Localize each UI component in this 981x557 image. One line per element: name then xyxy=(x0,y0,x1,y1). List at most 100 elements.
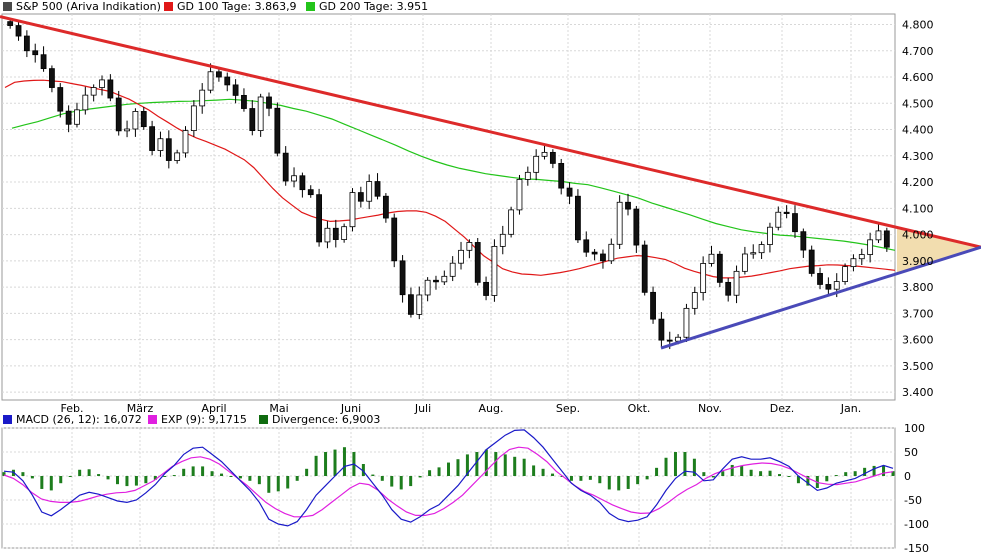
price-grid xyxy=(2,14,895,400)
candle-down xyxy=(391,217,398,262)
candle-up xyxy=(124,128,130,132)
legend-top: S&P 500 (Ariva Indikation) GD 100 Tage: … xyxy=(3,0,428,13)
divergence-bar xyxy=(645,476,649,480)
divergence-bar xyxy=(617,476,621,491)
price-tick-label: 4.800 xyxy=(902,19,934,32)
candle-up xyxy=(741,253,748,272)
x-tick-label: Juni xyxy=(340,402,361,415)
price-tick-label: 4.200 xyxy=(902,176,934,189)
legend-text-ma200: GD 200 Tage: 3.951 xyxy=(319,0,428,13)
divergence-bar xyxy=(314,455,318,476)
candle-down xyxy=(307,189,314,196)
price-tick-label: 4.000 xyxy=(902,229,934,242)
price-tick-label: 4.600 xyxy=(902,71,934,84)
ma200-layer xyxy=(11,98,896,251)
candle-down xyxy=(716,253,723,283)
candle-down xyxy=(332,227,339,240)
legend-text-divergence: Divergence: 6,9003 xyxy=(272,413,380,426)
macd-tick-label: -100 xyxy=(904,518,929,531)
divergence-bar xyxy=(191,466,195,476)
divergence-bar xyxy=(778,474,782,476)
legend-swatch-ma100 xyxy=(164,2,173,11)
candle-up xyxy=(449,262,456,277)
x-tick-label: April xyxy=(201,402,226,415)
candle-down xyxy=(408,294,414,315)
candle-down xyxy=(825,284,832,290)
x-tick-label: Okt. xyxy=(628,402,651,415)
candle-down xyxy=(357,192,364,202)
candle-down xyxy=(575,195,581,241)
candle-down xyxy=(316,194,322,243)
candle-up xyxy=(842,266,848,282)
divergence-bar xyxy=(172,475,176,477)
divergence-bar xyxy=(825,476,829,482)
divergence-bar xyxy=(740,465,744,476)
candle-down xyxy=(583,239,590,253)
candle-down xyxy=(7,21,14,26)
divergence-bar xyxy=(361,464,365,476)
price-panel xyxy=(1,13,896,401)
macd-tick-label: 0 xyxy=(904,470,911,483)
divergence-bar xyxy=(286,476,290,489)
x-tick-label: Mai xyxy=(269,402,288,415)
candle-down xyxy=(399,260,406,296)
candle-up xyxy=(608,243,615,262)
candle-up xyxy=(74,109,80,125)
support-line xyxy=(660,245,981,350)
divergence-bar xyxy=(380,476,384,481)
legend-swatch-exp xyxy=(148,415,157,424)
ma100-layer xyxy=(4,79,896,279)
x-tick-label: Juli xyxy=(414,402,431,415)
price-tick-label: 3.400 xyxy=(902,386,934,399)
divergence-bar xyxy=(144,476,148,484)
divergence-bar xyxy=(626,476,630,489)
divergence-bar xyxy=(787,476,791,477)
legend-swatch-macd xyxy=(3,415,12,424)
candle-up xyxy=(199,89,206,107)
divergence-bar xyxy=(342,447,346,476)
candle-down xyxy=(216,71,222,78)
x-tick-label: Dez. xyxy=(770,402,795,415)
divergence-bar xyxy=(806,476,810,486)
divergence-bar xyxy=(49,476,53,491)
divergence-bar xyxy=(40,476,44,489)
ma100-line xyxy=(4,79,896,279)
legend-swatch-ma200 xyxy=(306,2,315,11)
candle-up xyxy=(257,96,264,131)
candle-down xyxy=(249,108,256,131)
price-tick-label: 3.900 xyxy=(902,255,934,268)
candle-up xyxy=(499,233,506,247)
divergence-bar xyxy=(532,465,536,476)
candle-down xyxy=(382,195,389,219)
macd-y-axis: 100 50 0 -50 -100 -150 xyxy=(904,422,929,555)
candle-up xyxy=(867,239,874,255)
candle-up xyxy=(750,252,757,255)
divergence-bar xyxy=(834,475,838,477)
candle-up xyxy=(758,244,765,254)
price-tick-label: 3.500 xyxy=(902,360,934,373)
divergence-bar xyxy=(863,467,867,476)
divergence-bar xyxy=(371,474,375,476)
divergence-bar xyxy=(882,465,886,476)
price-tick-label: 4.100 xyxy=(902,202,934,215)
divergence-bar xyxy=(673,452,677,476)
divergence-bar xyxy=(153,476,157,480)
candle-up xyxy=(182,130,189,154)
divergence-bar xyxy=(68,476,72,477)
divergence-bar xyxy=(891,471,895,476)
divergence-bar xyxy=(333,449,337,476)
candle-down xyxy=(483,281,489,296)
price-tick-label: 3.600 xyxy=(902,334,934,347)
candle-up xyxy=(416,294,423,315)
divergence-bar xyxy=(106,476,110,480)
divergence-bar xyxy=(475,452,479,476)
price-tick-label: 4.300 xyxy=(902,150,934,163)
divergence-bar xyxy=(21,472,25,476)
divergence-bar xyxy=(636,476,640,485)
candle-down xyxy=(266,96,272,109)
triangle-area xyxy=(897,227,981,274)
candle-down xyxy=(783,211,790,214)
candle-down xyxy=(600,253,606,262)
divergence-bar xyxy=(796,476,800,484)
divergence-bar xyxy=(692,458,696,476)
